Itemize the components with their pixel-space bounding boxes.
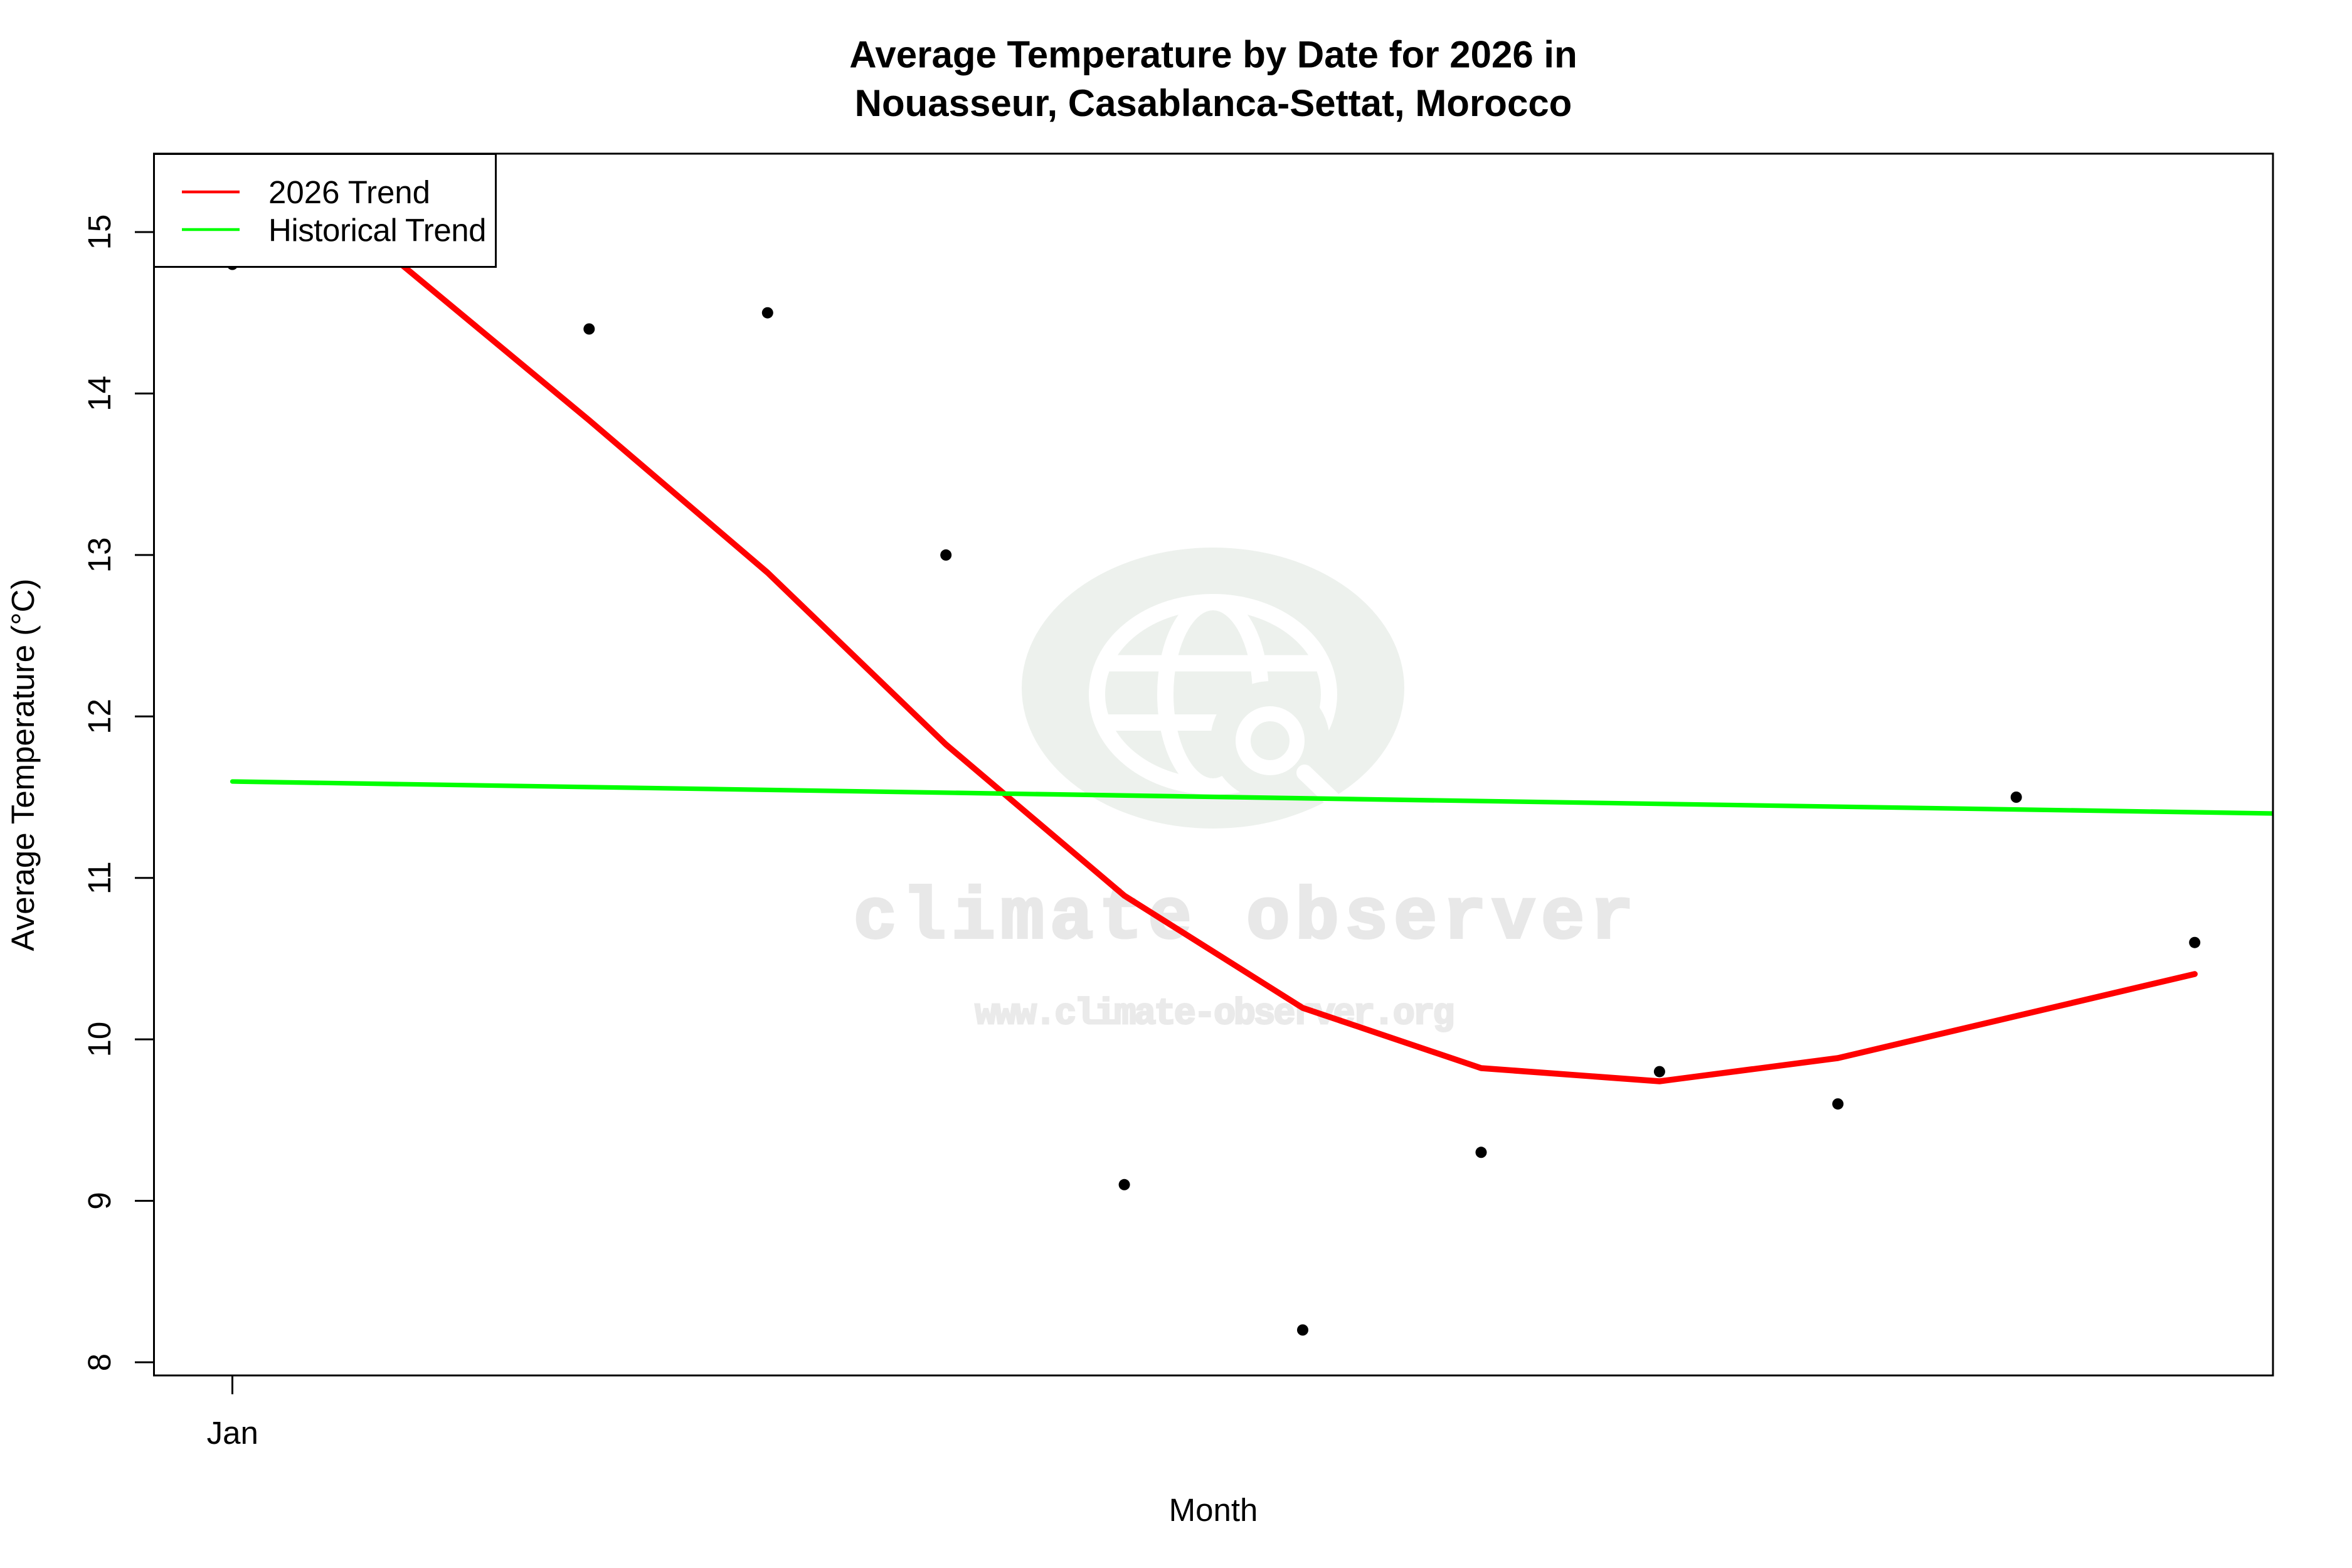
svg-text:Jan: Jan (207, 1415, 258, 1451)
svg-text:Month: Month (1169, 1492, 1258, 1528)
svg-text:climate observer: climate observer (854, 877, 1640, 960)
svg-text:www.climate-observer.org: www.climate-observer.org (975, 994, 1453, 1035)
svg-text:Average Temperature by Date fo: Average Temperature by Date for 2026 in (849, 33, 1577, 75)
svg-text:15: 15 (82, 215, 117, 250)
svg-text:Nouasseur, Casablanca-Settat,: Nouasseur, Casablanca-Settat, Morocco (855, 82, 1572, 124)
svg-text:Historical Trend: Historical Trend (268, 212, 486, 248)
svg-text:14: 14 (82, 376, 117, 411)
svg-text:11: 11 (82, 861, 117, 894)
svg-text:10: 10 (82, 1022, 117, 1057)
svg-text:2026 Trend: 2026 Trend (268, 174, 430, 210)
svg-text:12: 12 (82, 699, 117, 734)
svg-text:13: 13 (82, 538, 117, 573)
svg-text:9: 9 (82, 1192, 117, 1209)
svg-text:8: 8 (82, 1353, 117, 1371)
svg-text:Average Temperature (°C): Average Temperature (°C) (5, 579, 41, 951)
